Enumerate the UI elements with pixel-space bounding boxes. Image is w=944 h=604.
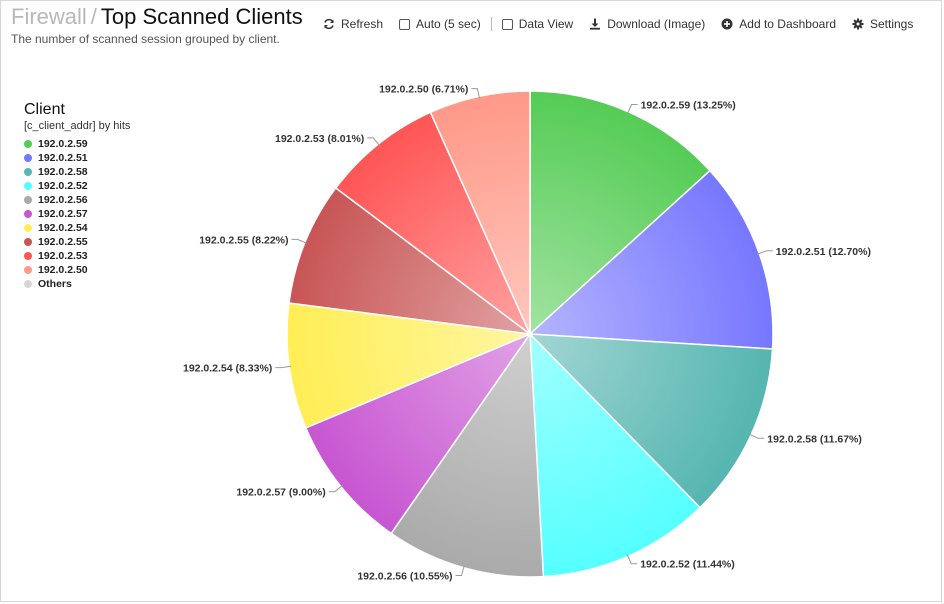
data-view-label: Data View (518, 17, 574, 31)
legend-dot (24, 252, 32, 260)
legend: Client [c_client_addr] by hits 192.0.2.5… (24, 101, 130, 291)
legend-dot (24, 280, 32, 288)
legend-item[interactable]: 192.0.2.54 (24, 221, 130, 235)
settings-button[interactable]: Settings (852, 17, 913, 31)
legend-dot (24, 266, 32, 274)
leader-line (626, 554, 638, 565)
legend-title: Client (24, 101, 65, 118)
leader-line (291, 238, 307, 244)
legend-dot (24, 140, 32, 148)
legend-items: 192.0.2.59 192.0.2.51 192.0.2.58 192.0.2.52… (24, 137, 130, 277)
legend-label: 192.0.2.54 (38, 222, 88, 234)
legend-label: 192.0.2.58 (38, 166, 88, 178)
slice-label: 192.0.2.59 (13.25%) (641, 100, 736, 112)
legend-item[interactable]: 192.0.2.53 (24, 249, 130, 263)
refresh-icon (323, 18, 335, 30)
refresh-label: Refresh (341, 17, 384, 31)
slice-label: 192.0.2.52 (11.44%) (640, 559, 735, 571)
legend-dot (24, 224, 32, 232)
legend-label: Others (38, 278, 72, 290)
legend-dot (24, 210, 32, 218)
gear-icon (852, 18, 864, 30)
plus-circle-icon (721, 18, 733, 30)
slice-label: 192.0.2.53 (8.01%) (275, 133, 364, 145)
legend-item[interactable]: 192.0.2.58 (24, 165, 130, 179)
legend-dot (24, 168, 32, 176)
leader-line (748, 433, 765, 439)
refresh-button[interactable]: Refresh (323, 17, 383, 31)
download-icon (589, 18, 601, 30)
auto-label: Auto (5 sec) (416, 17, 481, 31)
legend-item[interactable]: 192.0.2.51 (24, 151, 130, 165)
leader-line (455, 565, 465, 576)
leader-line (627, 104, 638, 114)
report-subtitle: The number of scanned session grouped by… (11, 32, 280, 46)
legend-label: 192.0.2.55 (38, 236, 88, 248)
download-label: Download (Image) (607, 17, 706, 31)
legend-dot (24, 196, 32, 204)
legend-item[interactable]: 192.0.2.59 (24, 137, 130, 151)
leader-line (367, 137, 380, 147)
add-dashboard-label: Add to Dashboard (739, 17, 836, 31)
legend-label: 192.0.2.59 (38, 138, 88, 150)
legend-item[interactable]: 192.0.2.52 (24, 179, 130, 193)
auto-checkbox-box[interactable] (399, 18, 411, 30)
breadcrumb-separator: / (90, 4, 97, 29)
data-view-checkbox-box[interactable] (501, 18, 513, 30)
download-image-button[interactable]: Download (Image) (589, 17, 705, 31)
legend-subtitle: [c_client_addr] by hits (24, 120, 131, 132)
legend-label: 192.0.2.57 (38, 208, 88, 220)
slice-label: 192.0.2.57 (9.00%) (236, 487, 325, 499)
slice-label: 192.0.2.50 (6.71%) (379, 84, 468, 96)
leader-line (757, 250, 773, 255)
leader-line (471, 88, 480, 99)
legend-label: 192.0.2.52 (38, 180, 88, 192)
data-view-checkbox[interactable]: Data View (501, 17, 574, 31)
legend-item[interactable]: 192.0.2.55 (24, 235, 130, 249)
legend-label: 192.0.2.51 (38, 152, 88, 164)
legend-label: 192.0.2.53 (38, 250, 88, 262)
page-title: Firewall / Top Scanned Clients (11, 4, 303, 30)
slice-label: 192.0.2.51 (12.70%) (776, 246, 871, 258)
legend-dot (24, 154, 32, 162)
toolbar-divider (490, 17, 492, 31)
breadcrumb[interactable]: Firewall (11, 4, 87, 29)
legend-label: 192.0.2.50 (38, 264, 88, 276)
leader-line (328, 485, 343, 493)
legend-dot (24, 238, 32, 246)
slice-label: 192.0.2.55 (8.22%) (199, 234, 288, 246)
settings-label: Settings (870, 17, 914, 31)
report-title: Top Scanned Clients (100, 4, 303, 29)
auto-refresh-checkbox[interactable]: Auto (5 sec) (399, 17, 481, 31)
legend-label: 192.0.2.56 (38, 194, 88, 206)
toolbar: Refresh Auto (5 sec) Data View Download … (323, 15, 929, 33)
leader-line (275, 365, 292, 369)
slice-label: 192.0.2.58 (11.67%) (767, 433, 862, 445)
slice-label: 192.0.2.56 (10.55%) (357, 571, 452, 583)
legend-item[interactable]: 192.0.2.56 (24, 193, 130, 207)
legend-item[interactable]: 192.0.2.57 (24, 207, 130, 221)
add-to-dashboard-button[interactable]: Add to Dashboard (721, 17, 836, 31)
slice-label: 192.0.2.54 (8.33%) (183, 363, 272, 375)
legend-item-others[interactable]: Others (24, 277, 130, 291)
legend-dot (24, 182, 32, 190)
legend-item[interactable]: 192.0.2.50 (24, 263, 130, 277)
